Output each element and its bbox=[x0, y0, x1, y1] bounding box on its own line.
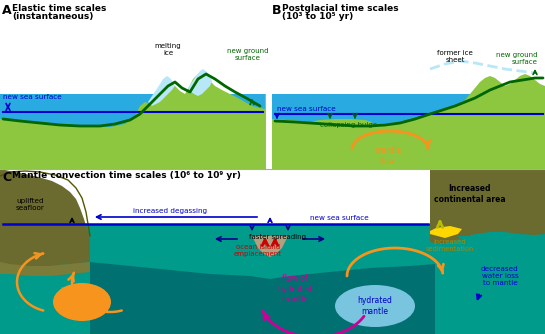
Polygon shape bbox=[0, 119, 265, 169]
Polygon shape bbox=[90, 224, 435, 276]
Polygon shape bbox=[90, 262, 435, 334]
Polygon shape bbox=[252, 236, 288, 257]
Polygon shape bbox=[272, 114, 545, 169]
Text: faster spreading: faster spreading bbox=[250, 234, 306, 240]
Polygon shape bbox=[0, 169, 545, 334]
Text: (10³ to 10⁵ yr): (10³ to 10⁵ yr) bbox=[282, 12, 353, 21]
Polygon shape bbox=[430, 169, 545, 244]
Text: (instantaneous): (instantaneous) bbox=[12, 12, 93, 21]
Text: Postglacial time scales: Postglacial time scales bbox=[282, 4, 398, 13]
Text: former ice
sheet: former ice sheet bbox=[437, 49, 473, 62]
Text: Increased
sedimentation: Increased sedimentation bbox=[426, 239, 474, 252]
Polygon shape bbox=[0, 0, 265, 169]
Polygon shape bbox=[272, 94, 545, 169]
Ellipse shape bbox=[53, 283, 111, 321]
Polygon shape bbox=[272, 74, 545, 169]
Text: melting
ice: melting ice bbox=[155, 42, 181, 55]
Polygon shape bbox=[0, 74, 265, 169]
Text: decreased
water loss
to mantle: decreased water loss to mantle bbox=[481, 266, 519, 286]
Text: B: B bbox=[272, 4, 282, 17]
Text: hot
mantle
upwelling: hot mantle upwelling bbox=[60, 287, 97, 317]
Polygon shape bbox=[188, 69, 212, 96]
Polygon shape bbox=[458, 236, 476, 334]
Polygon shape bbox=[310, 119, 372, 130]
Text: new ground
surface: new ground surface bbox=[496, 51, 538, 64]
Polygon shape bbox=[0, 94, 265, 169]
Text: Elastic time scales: Elastic time scales bbox=[12, 4, 106, 13]
Text: A: A bbox=[2, 4, 11, 17]
Polygon shape bbox=[0, 169, 90, 272]
Text: collapsing bulge: collapsing bulge bbox=[320, 122, 377, 128]
Text: new sea surface: new sea surface bbox=[310, 215, 369, 221]
Polygon shape bbox=[148, 76, 175, 106]
Polygon shape bbox=[272, 94, 545, 119]
Polygon shape bbox=[0, 94, 265, 119]
Text: increased degassing: increased degassing bbox=[133, 208, 207, 214]
Text: ocean island
emplacement: ocean island emplacement bbox=[234, 244, 282, 257]
Text: mantle
flow: mantle flow bbox=[374, 146, 402, 166]
Text: Mantle convection time scales (10⁶ to 10⁹ yr): Mantle convection time scales (10⁶ to 10… bbox=[12, 171, 241, 180]
Text: uplifted
seafloor: uplifted seafloor bbox=[16, 197, 45, 210]
Polygon shape bbox=[0, 224, 545, 334]
Ellipse shape bbox=[335, 285, 415, 327]
Text: C: C bbox=[2, 171, 11, 184]
Text: Increased
continental area: Increased continental area bbox=[434, 184, 506, 204]
Text: new ground
surface: new ground surface bbox=[227, 47, 269, 60]
Polygon shape bbox=[272, 0, 545, 169]
Text: hydrated
mantle: hydrated mantle bbox=[358, 296, 392, 316]
Text: new sea surface: new sea surface bbox=[277, 106, 336, 112]
Polygon shape bbox=[430, 226, 462, 238]
Polygon shape bbox=[0, 262, 90, 276]
Text: flow of
hydrated
mantle: flow of hydrated mantle bbox=[277, 274, 312, 304]
Text: new sea surface: new sea surface bbox=[3, 94, 62, 100]
